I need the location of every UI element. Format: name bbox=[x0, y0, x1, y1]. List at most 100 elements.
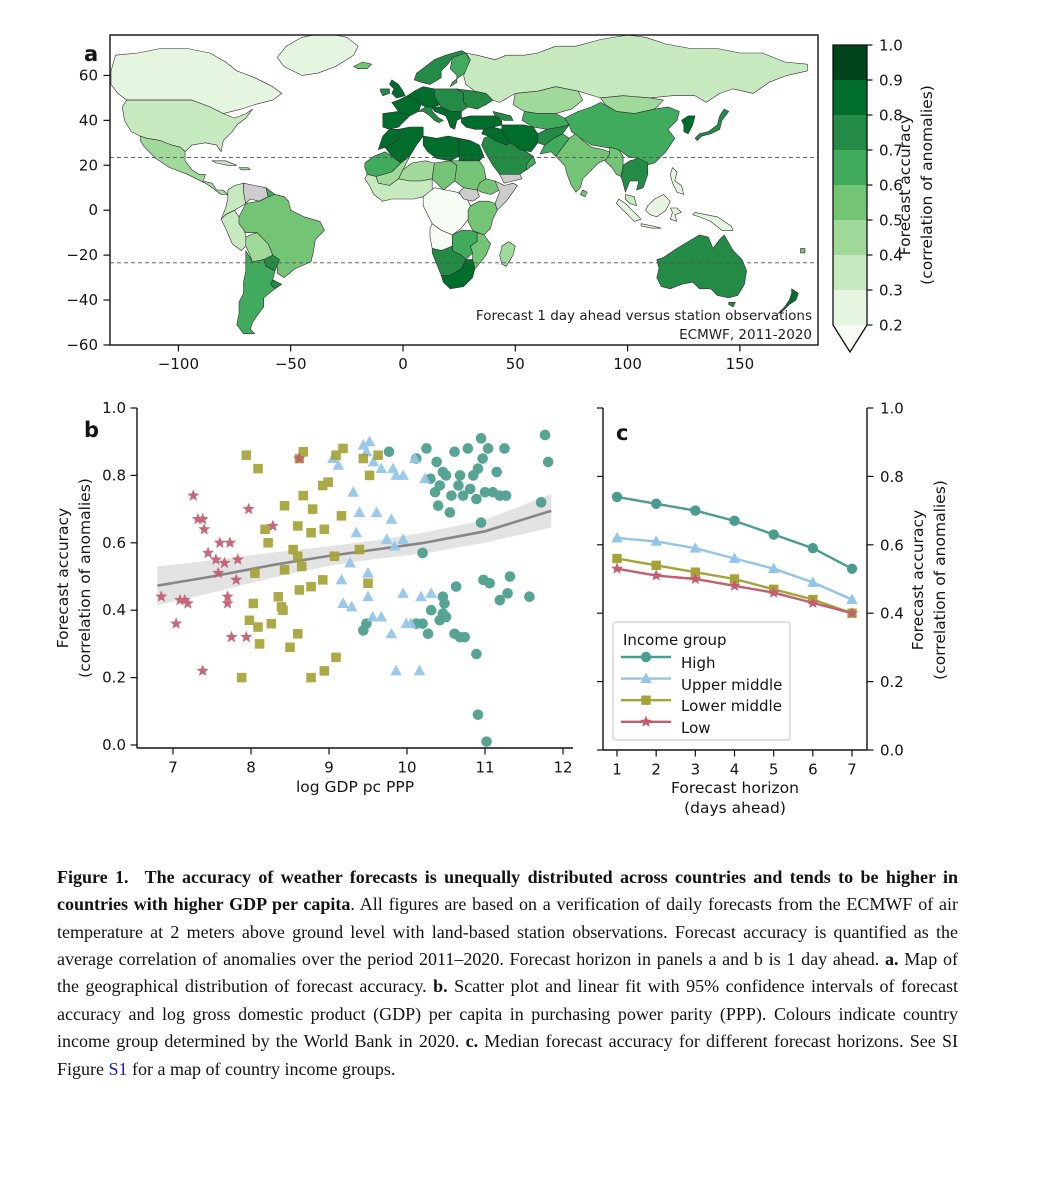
map-region-ireland bbox=[380, 88, 390, 96]
panel-b-ylabel-line2: (correlation of anomalies) bbox=[76, 478, 94, 678]
panel-c-plot-area bbox=[611, 491, 858, 619]
x-tick-label: 100 bbox=[613, 355, 642, 373]
scatter-point-high bbox=[431, 456, 442, 468]
map-region-japan bbox=[694, 108, 729, 141]
scatter-point-lower_middle bbox=[373, 450, 383, 460]
scatter-point-low bbox=[218, 556, 231, 569]
scatter-point-lower_middle bbox=[306, 672, 316, 683]
scatter-point-upper_middle bbox=[397, 469, 409, 480]
scatter-point-lower_middle bbox=[253, 622, 263, 632]
line-point-upper_middle bbox=[767, 562, 780, 574]
x-tick-label: 11 bbox=[475, 759, 494, 777]
right-tick-label: 0.0 bbox=[880, 742, 904, 760]
scatter-point-lower_middle bbox=[263, 538, 273, 548]
panel-b-ylabel-line1: Forecast accuracy bbox=[54, 508, 72, 648]
y-tick-label: 0.2 bbox=[102, 669, 126, 687]
y-tick-label: 0.8 bbox=[102, 466, 126, 484]
scatter-point-low bbox=[174, 593, 187, 606]
scatter-point-upper_middle bbox=[337, 597, 349, 608]
colorbar: 1.0 0.9 0.8 0.7 0.6 0.5 0.4 0.3 0.2 bbox=[832, 37, 903, 354]
line-point-low bbox=[767, 586, 780, 598]
y-tick-label: 20 bbox=[79, 156, 98, 174]
x-tick-label: 12 bbox=[553, 759, 572, 777]
legend-marks bbox=[621, 651, 671, 727]
scatter-point-high bbox=[462, 443, 474, 454]
scatter-point-high bbox=[417, 618, 428, 629]
right-tick-label: 0.6 bbox=[880, 536, 904, 554]
scatter-point-high bbox=[422, 628, 434, 640]
scatter-point-high bbox=[502, 588, 513, 599]
scatter-point-high bbox=[471, 493, 482, 505]
x-tick-label: 6 bbox=[808, 761, 818, 779]
legend-label-upper-middle: Upper middle bbox=[681, 676, 782, 694]
colorbar-arrow bbox=[833, 325, 867, 352]
scatter-point-high bbox=[472, 709, 484, 720]
legend-label-lower-middle: Lower middle bbox=[681, 697, 782, 715]
colorbar-tick-label: 0.2 bbox=[879, 317, 903, 335]
y-tick-label: 0 bbox=[88, 201, 98, 219]
map-region-madagascar bbox=[499, 241, 516, 267]
y-tick-label: 1.0 bbox=[102, 399, 126, 417]
scatter-point-upper_middle bbox=[345, 600, 358, 612]
map-region-china bbox=[564, 102, 680, 166]
scatter-point-high bbox=[454, 470, 466, 481]
map-region-sri_lanka bbox=[580, 189, 588, 197]
colorbar-label-line1: Forecast accuracy bbox=[896, 115, 914, 255]
x-tick-label: 1 bbox=[612, 761, 622, 779]
map-region-kazakhstan bbox=[512, 86, 583, 114]
line-point-high bbox=[650, 498, 662, 509]
map-region-russia bbox=[463, 35, 808, 103]
colorbar-segment bbox=[833, 220, 867, 255]
scatter-point-high bbox=[477, 453, 488, 464]
y-tick-label: 0.4 bbox=[102, 601, 126, 619]
map-region-congo_basin bbox=[422, 187, 471, 236]
map-region-chad bbox=[431, 160, 458, 191]
colorbar-tick-label: 1.0 bbox=[879, 37, 903, 55]
x-tick-label: 0 bbox=[398, 355, 408, 373]
x-tick-label: 8 bbox=[246, 759, 256, 777]
caption-link-s1[interactable]: S1 bbox=[108, 1058, 128, 1079]
scatter-point-lower_middle bbox=[285, 642, 295, 653]
panel-c-xlabel-line1: Forecast horizon bbox=[671, 779, 799, 797]
scatter-point-low bbox=[221, 590, 234, 602]
scatter-point-high bbox=[481, 736, 492, 747]
scatter-point-high bbox=[542, 456, 554, 468]
colorbar-segment bbox=[833, 45, 867, 80]
y-tick-label: −40 bbox=[66, 291, 98, 309]
x-tick-label: 150 bbox=[726, 355, 755, 373]
line-point-upper_middle bbox=[846, 593, 858, 604]
scatter-point-low bbox=[225, 630, 238, 643]
y-tick-label: 60 bbox=[79, 66, 98, 84]
scatter-point-high bbox=[421, 443, 432, 454]
scatter-point-high bbox=[432, 500, 444, 512]
scatter-point-lower_middle bbox=[254, 639, 265, 649]
scatter-point-low bbox=[231, 553, 244, 565]
scatter-point-lower_middle bbox=[293, 629, 303, 639]
scatter-point-low bbox=[266, 519, 279, 532]
x-tick-label: 4 bbox=[730, 761, 740, 779]
y-tick-label: 0.6 bbox=[102, 534, 126, 552]
x-tick-label: −100 bbox=[158, 355, 199, 373]
line-point-lower_middle bbox=[690, 567, 701, 577]
scatter-point-upper_middle bbox=[397, 533, 409, 544]
confidence-band bbox=[157, 493, 552, 606]
x-tick-label: 5 bbox=[769, 761, 779, 779]
caption-segment-0: Figure 1. The accuracy of weather foreca… bbox=[57, 867, 958, 915]
colorbar-segment bbox=[833, 80, 867, 115]
y-tick-label: 40 bbox=[79, 111, 98, 129]
scatter-point-upper_middle bbox=[360, 445, 373, 457]
scatter-point-low bbox=[293, 452, 306, 464]
scatter-point-low bbox=[178, 593, 191, 606]
scatter-point-high bbox=[479, 486, 491, 498]
scatter-point-low bbox=[196, 512, 209, 525]
map-region-korea bbox=[681, 115, 696, 135]
y-tick-label: −60 bbox=[66, 336, 98, 354]
panel-b-scatter: 0.0 0.2 0.4 0.6 0.8 1.0 7 8 9 10 11 12 b Forecast a… bbox=[54, 399, 573, 796]
map-region-libya bbox=[422, 135, 460, 162]
caption-segment-1: . All figures are based on a verificatio… bbox=[57, 894, 958, 970]
scatter-point-lower_middle bbox=[253, 463, 263, 474]
scatter-point-low bbox=[209, 553, 222, 565]
panel-b-plot-area bbox=[155, 429, 554, 747]
scatter-point-lower_middle bbox=[323, 477, 333, 487]
scatter-point-low bbox=[213, 536, 226, 548]
